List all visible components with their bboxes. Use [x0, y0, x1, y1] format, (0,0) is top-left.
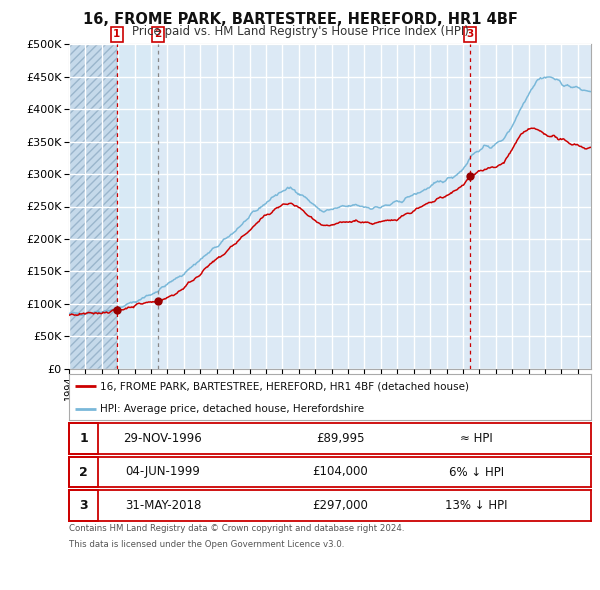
- Text: ≈ HPI: ≈ HPI: [460, 432, 493, 445]
- Text: 2: 2: [154, 30, 161, 40]
- Text: 29-NOV-1996: 29-NOV-1996: [124, 432, 202, 445]
- Text: This data is licensed under the Open Government Licence v3.0.: This data is licensed under the Open Gov…: [69, 540, 344, 549]
- Text: 31-MAY-2018: 31-MAY-2018: [125, 499, 201, 512]
- Text: 1: 1: [79, 432, 88, 445]
- Text: 1: 1: [113, 30, 121, 40]
- Text: 3: 3: [466, 30, 473, 40]
- Bar: [69, 44, 117, 369]
- Bar: [69, 44, 117, 369]
- Text: 13% ↓ HPI: 13% ↓ HPI: [445, 499, 508, 512]
- Bar: [69, 457, 98, 487]
- Text: Contains HM Land Registry data © Crown copyright and database right 2024.: Contains HM Land Registry data © Crown c…: [69, 524, 404, 533]
- Text: £89,995: £89,995: [316, 432, 365, 445]
- Text: 16, FROME PARK, BARTESTREE, HEREFORD, HR1 4BF: 16, FROME PARK, BARTESTREE, HEREFORD, HR…: [83, 12, 517, 27]
- Text: 16, FROME PARK, BARTESTREE, HEREFORD, HR1 4BF (detached house): 16, FROME PARK, BARTESTREE, HEREFORD, HR…: [100, 381, 469, 391]
- Bar: [69, 423, 98, 454]
- Bar: [117, 44, 158, 369]
- Text: 6% ↓ HPI: 6% ↓ HPI: [449, 466, 504, 478]
- Bar: [69, 490, 98, 521]
- Text: HPI: Average price, detached house, Herefordshire: HPI: Average price, detached house, Here…: [100, 404, 364, 414]
- Text: 2: 2: [79, 466, 88, 478]
- Text: 3: 3: [79, 499, 88, 512]
- Text: £297,000: £297,000: [313, 499, 368, 512]
- Text: 04-JUN-1999: 04-JUN-1999: [125, 466, 200, 478]
- Text: £104,000: £104,000: [313, 466, 368, 478]
- Text: Price paid vs. HM Land Registry's House Price Index (HPI): Price paid vs. HM Land Registry's House …: [131, 25, 469, 38]
